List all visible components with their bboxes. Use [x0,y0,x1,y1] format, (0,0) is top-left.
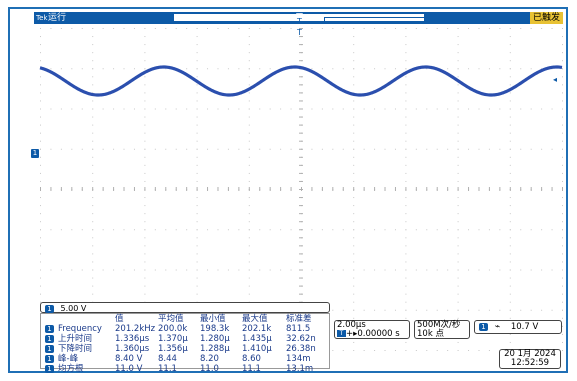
meas-max: 1.410μ [242,344,272,354]
meas-value: 1.360μs [115,344,150,354]
meas-name: 峰-峰 [58,354,79,364]
meas-std: 26.38n [286,344,316,354]
meas-std: 134m [286,354,311,364]
meas-min: 8.20 [200,354,219,364]
brand-logo: Tek [36,14,48,22]
trigger-source-badge: 1 [479,322,488,331]
meas-name: 下降时间 [58,344,93,354]
record-overview-track [174,14,426,22]
meas-value: 201.2kHz [115,324,156,334]
meas-std: 32.62n [286,334,316,344]
trigger-readout[interactable]: 1 ⌁ 10.7 V [474,320,562,334]
ch1-scale-readout[interactable]: 1 5.00 V [40,302,330,313]
measurement-row-rise-time[interactable]: 1 上升时间 1.336μs 1.370μ 1.280μ 1.435μ 32.62… [41,334,326,344]
ch1-badge-icon: 1 [45,354,54,363]
meas-value: 1.336μs [115,334,150,344]
meas-min: 198.3k [200,324,230,334]
run-status[interactable]: 运行 [48,13,67,23]
ch1-badge-icon: 1 [45,324,54,333]
meas-min: 11.0 [200,364,219,374]
ch1-badge-icon: 1 [45,344,54,353]
trigger-position-marker-icon: T [297,17,302,26]
falling-edge-icon: ⌁ [494,322,501,332]
sample-rate: 500M次/秒 [417,320,461,330]
record-length: 10k 点 [417,329,444,339]
meas-value: 8.40 V [115,354,143,364]
meas-std: 811.5 [286,324,311,334]
date: 20 1月 2024 [504,349,556,359]
ch1-badge-icon: 1 [45,334,54,343]
measurement-table: 值 平均值 最小值 最大值 标准差 1 Frequency 201.2kHz 20… [40,313,330,374]
sampling-readout[interactable]: 500M次/秒 10k 点 [414,320,470,339]
top-status-bar: Tek 运行 ▼ 已触发 [34,12,563,24]
header-min: 最小值 [200,314,226,324]
trigger-icon: T [337,330,346,337]
ch1-scale-value: 5.00 V [60,304,87,313]
measurement-row-rms[interactable]: 1 均方根 11.0 V 11.1 11.0 11.1 13.1m [41,364,326,374]
horizontal-scale-readout[interactable]: 2.00μs T +▸0.00000 s [334,320,410,339]
trigger-level-icon: ◂ [553,75,558,84]
measurement-row-peak-to-peak[interactable]: 1 峰-峰 8.40 V 8.44 8.20 8.60 134m [41,354,326,364]
meas-max: 8.60 [242,354,261,364]
trigger-status-badge: 已触发 [529,12,563,24]
ch1-ground-marker[interactable]: 1 [31,149,39,158]
header-std: 标准差 [286,314,312,324]
measurement-header-row: 值 平均值 最小值 最大值 标准差 [41,314,326,324]
ch1-badge-icon: 1 [45,304,54,313]
horizontal-position: +▸0.00000 s [346,329,400,339]
meas-mean: 11.1 [158,364,177,374]
meas-max: 11.1 [242,364,261,374]
measurement-row-fall-time[interactable]: 1 下降时间 1.360μs 1.356μ 1.288μ 1.410μ 26.38… [41,344,326,354]
meas-mean: 200.0k [158,324,188,334]
header-max: 最大值 [242,314,268,324]
meas-name: Frequency [58,324,102,334]
trigger-position-icon: ▼ [296,12,303,22]
record-view-window[interactable] [324,17,426,22]
meas-std: 13.1m [286,364,314,374]
meas-mean: 8.44 [158,354,177,364]
meas-mean: 1.370μ [158,334,188,344]
header-mean: 平均值 [158,314,184,324]
date-time-readout: 20 1月 2024 12:52:59 [499,349,561,369]
ch1-waveform-trace [39,65,563,97]
measurement-row-frequency[interactable]: 1 Frequency 201.2kHz 200.0k 198.3k 202.1k… [41,324,326,334]
meas-name: 均方根 [58,364,84,374]
meas-min: 1.288μ [200,344,230,354]
meas-max: 1.435μ [242,334,272,344]
trigger-level: 10.7 V [510,322,539,332]
meas-mean: 1.356μ [158,344,188,354]
time-per-div: 2.00μs [337,320,366,330]
header-value: 值 [115,314,124,324]
time: 12:52:59 [510,358,550,368]
meas-value: 11.0 V [115,364,143,374]
meas-min: 1.280μ [200,334,230,344]
meas-name: 上升时间 [58,334,93,344]
ch1-badge-icon: 1 [45,364,54,373]
meas-max: 202.1k [242,324,272,334]
trigger-point-icon: T [297,28,302,37]
